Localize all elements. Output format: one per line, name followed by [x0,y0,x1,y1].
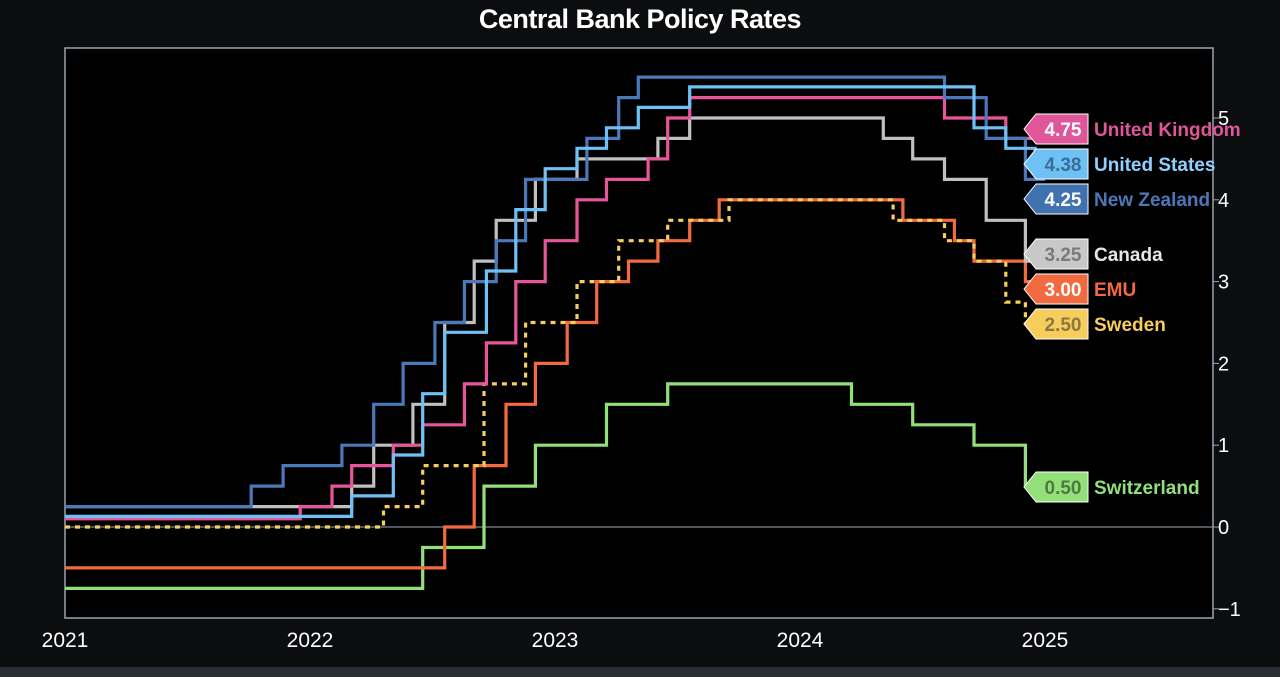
y-tick-label: 4 [1218,190,1229,212]
value-badge [1023,273,1089,305]
series-line-switzerland [65,382,1045,590]
y-tick-label: 5 [1218,108,1229,130]
value-badge-text: 3.00 [1045,280,1082,301]
series-line-new-zealand [65,75,1045,509]
end-label-canada: 3.25 Canada [1023,238,1163,270]
value-badge-text: 2.50 [1045,315,1082,336]
series-name-label: New Zealand [1094,190,1210,211]
series-name-label: Canada [1094,245,1163,266]
value-badge-text: 0.50 [1045,478,1082,499]
value-badge-text: 4.25 [1045,190,1082,211]
end-label-sweden: 2.50 Sweden [1023,308,1166,340]
chart-title: Central Bank Policy Rates [478,4,802,34]
end-label-united-kingdom: 4.75 United Kingdom [1023,113,1241,145]
x-tick-label: 2021 [42,629,89,652]
series-name-label: Switzerland [1094,478,1200,499]
x-tick-label: 2024 [777,629,824,652]
series-line-united-states [65,85,1045,518]
value-badge-text: 3.25 [1045,245,1082,266]
end-label-emu: 3.00 EMU [1023,273,1136,305]
value-badge [1023,113,1089,145]
x-tick-label: 2023 [532,629,579,652]
series-name-label: United States [1094,155,1215,176]
series-line-sweden [65,198,1045,529]
series-name-label: Sweden [1094,315,1166,336]
value-badge-text: 4.75 [1045,120,1082,141]
y-tick-label: 2 [1218,353,1229,375]
end-label-switzerland: 0.50 Switzerland [1023,471,1200,503]
value-badge [1023,183,1089,215]
value-badge [1023,471,1089,503]
y-tick-label: −1 [1218,599,1241,621]
end-label-united-states: 4.38 United States [1023,148,1215,180]
bottom-bar [0,667,1280,677]
plot-area [64,47,1214,619]
x-tick-label: 2025 [1022,629,1069,652]
y-tick-label: 0 [1218,517,1229,539]
x-tick-label: 2022 [287,629,334,652]
end-label-new-zealand: 4.25 New Zealand [1023,183,1210,215]
series-name-label: EMU [1094,280,1136,301]
value-badge-text: 4.38 [1045,155,1082,176]
value-badge [1023,148,1089,180]
y-tick-label: 3 [1218,272,1229,294]
series-name-label: United Kingdom [1094,120,1241,141]
y-tick-label: 1 [1218,435,1229,457]
value-badge [1023,238,1089,270]
value-badge [1023,308,1089,340]
